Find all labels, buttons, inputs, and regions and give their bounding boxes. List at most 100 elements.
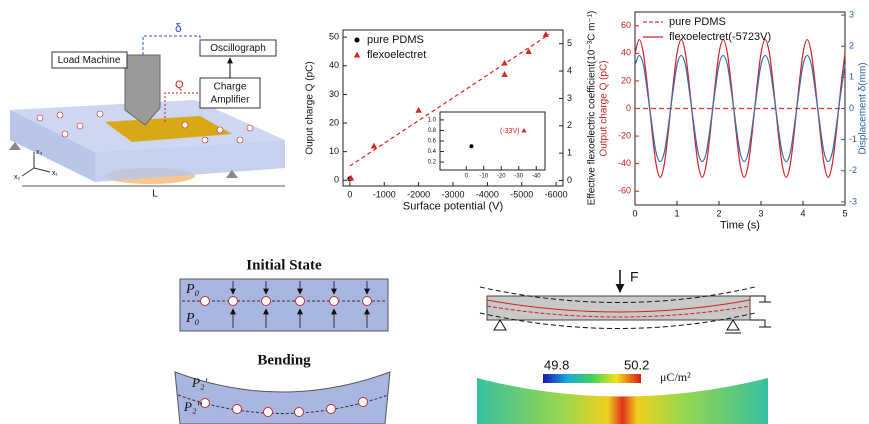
x-tick-label: -1000 bbox=[373, 189, 396, 199]
point bbox=[470, 144, 474, 148]
support bbox=[727, 320, 739, 330]
y-tick-label: 10 bbox=[329, 146, 339, 156]
beam bbox=[487, 296, 750, 320]
label: μC/m² bbox=[660, 370, 691, 384]
y-tick-label: 2 bbox=[849, 41, 854, 51]
axis bbox=[22, 168, 34, 176]
x-tick-label: -5000 bbox=[510, 189, 533, 199]
label: x₁ bbox=[52, 170, 59, 177]
beam-model: F 49.8 50.2 μC/m² bbox=[477, 269, 771, 424]
figure: Load Machine Oscillograph δ Charge Ampli… bbox=[0, 0, 869, 424]
y-tick-label: 0.8 bbox=[428, 128, 437, 134]
y-tick-label: 2 bbox=[567, 120, 572, 130]
label: Oscillograph bbox=[210, 43, 266, 54]
x-tick-label: 5 bbox=[842, 208, 847, 218]
contour bbox=[477, 378, 768, 424]
y2-axis-label: Effective flexoelectric coefficient(10⁻³… bbox=[587, 11, 598, 206]
label: P₂'' bbox=[183, 399, 202, 414]
y-axis-label: Output charge Q (pC) bbox=[599, 60, 610, 156]
title: Initial State bbox=[246, 257, 322, 273]
x-tick-label: 2 bbox=[716, 208, 721, 218]
y-tick-label: 1 bbox=[567, 148, 572, 158]
y-tick-label: 20 bbox=[621, 75, 631, 85]
y-tick-label: 0.4 bbox=[428, 149, 437, 155]
annotation: (-33V) bbox=[500, 128, 519, 135]
probe bbox=[125, 55, 160, 125]
y2-axis-label: Displacement δ(mm) bbox=[858, 62, 869, 154]
label: Q bbox=[175, 79, 184, 91]
x-tick-label: 1 bbox=[674, 208, 679, 218]
label: P₂' bbox=[191, 375, 207, 390]
label: 50.2 bbox=[624, 357, 649, 372]
x-tick-label: -20 bbox=[497, 174, 506, 180]
y-tick-label: 1 bbox=[849, 72, 854, 82]
y-tick-label: 30 bbox=[329, 89, 339, 99]
y-tick-label: -2 bbox=[849, 165, 857, 175]
x-tick-label: -10 bbox=[479, 174, 488, 180]
x-tick-label: 4 bbox=[800, 208, 805, 218]
y-tick-label: 3 bbox=[849, 9, 854, 19]
y-tick-label: 0 bbox=[334, 175, 339, 185]
layer bbox=[175, 372, 390, 424]
label: P₀ bbox=[185, 311, 200, 326]
y-tick-label: -20 bbox=[618, 130, 631, 140]
label: x₂ bbox=[14, 174, 21, 181]
y-tick-label: 50 bbox=[329, 32, 339, 42]
colorbar bbox=[543, 374, 641, 383]
y-tick-label: 5 bbox=[567, 38, 572, 48]
x-axis-label: Time (s) bbox=[720, 220, 760, 232]
x-tick-label: -40 bbox=[532, 174, 541, 180]
legend-label: flexoelectret bbox=[367, 49, 426, 61]
x-tick-label: -4000 bbox=[476, 189, 499, 199]
bending-state: Bending P₂' P₂'' bbox=[175, 352, 390, 424]
layer bbox=[180, 279, 388, 331]
legend-label: pure PDMS bbox=[669, 16, 726, 28]
y-tick-label: 0 bbox=[567, 175, 572, 185]
ground bbox=[750, 296, 765, 302]
support bbox=[494, 320, 506, 330]
label: Load Machine bbox=[58, 55, 121, 66]
label: F bbox=[630, 269, 639, 285]
label: Charge bbox=[214, 82, 247, 93]
x-axis-label: Surface potential (V) bbox=[403, 201, 503, 213]
y-tick-label: 40 bbox=[329, 60, 339, 70]
x-tick-label: 0 bbox=[347, 189, 352, 199]
y-tick-label: 1.0 bbox=[428, 117, 437, 123]
label: Amplifier bbox=[211, 95, 251, 106]
x-tick-label: -6000 bbox=[545, 189, 568, 199]
y-axis-label: Ouput charge Q (pC) bbox=[305, 61, 316, 154]
initial-state: Initial State P₀ P₀ bbox=[180, 257, 388, 331]
y-tick-label: 0 bbox=[849, 103, 854, 113]
ground bbox=[750, 320, 765, 327]
y-tick-label: -40 bbox=[618, 158, 631, 168]
y-tick-label: 0.2 bbox=[428, 160, 437, 166]
y-tick-label: 20 bbox=[329, 117, 339, 127]
setup-diagram: Load Machine Oscillograph δ Charge Ampli… bbox=[9, 21, 285, 199]
legend-swatch bbox=[354, 37, 359, 42]
label: L bbox=[152, 189, 158, 200]
signal-line bbox=[143, 36, 200, 55]
y-tick-label: 60 bbox=[621, 20, 631, 30]
x-tick-label: -2000 bbox=[407, 189, 430, 199]
y-tick-label: 40 bbox=[621, 48, 631, 58]
axis bbox=[34, 168, 50, 172]
label: x₃ bbox=[36, 149, 43, 156]
y-tick-label: 0.6 bbox=[428, 139, 437, 145]
y-tick-label: -60 bbox=[618, 186, 631, 196]
y-tick-label: 4 bbox=[567, 65, 572, 75]
y-tick-label: -1 bbox=[849, 134, 857, 144]
x-tick-label: -3000 bbox=[441, 189, 464, 199]
legend-label: flexoelectret(-5723V) bbox=[669, 31, 771, 43]
y-tick-label: -3 bbox=[849, 196, 857, 206]
x-tick-label: 3 bbox=[758, 208, 763, 218]
plot-frame bbox=[440, 112, 545, 170]
title: Bending bbox=[257, 352, 311, 368]
y-tick-label: 0 bbox=[626, 103, 631, 113]
legend-label: pure PDMS bbox=[367, 34, 424, 46]
x-tick-label: -30 bbox=[514, 174, 523, 180]
y-tick-label: 3 bbox=[567, 93, 572, 103]
label: P₀ bbox=[185, 282, 200, 297]
label: δ bbox=[175, 21, 182, 35]
x-tick-label: 0 bbox=[632, 208, 637, 218]
label: 49.8 bbox=[544, 357, 569, 372]
